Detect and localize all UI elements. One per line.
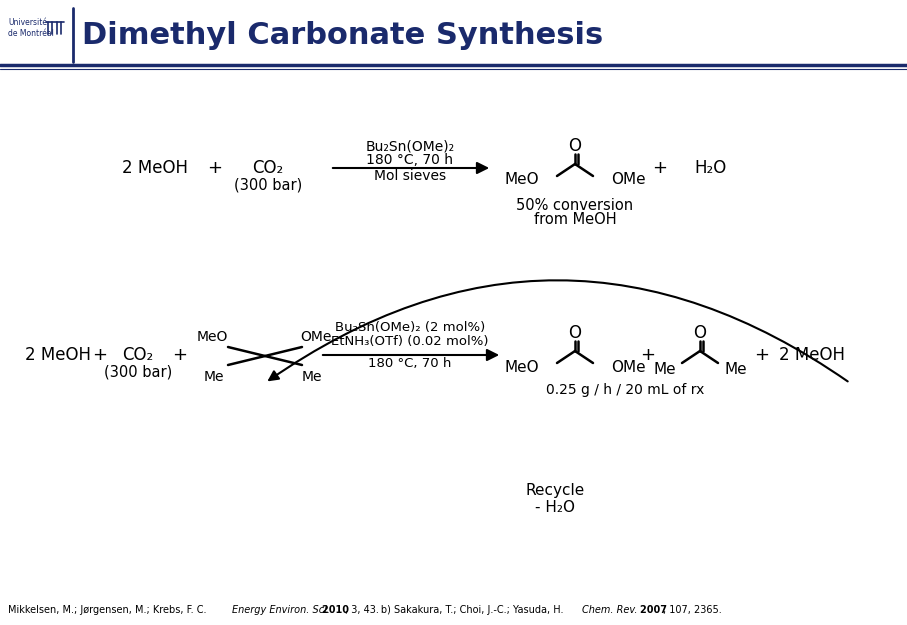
Text: EtNH₃(OTf) (0.02 mol%): EtNH₃(OTf) (0.02 mol%) xyxy=(331,334,489,348)
Text: 2 MeOH: 2 MeOH xyxy=(25,346,91,364)
Text: from MeOH: from MeOH xyxy=(533,213,617,228)
Text: Energy Environ. Sci.: Energy Environ. Sci. xyxy=(232,605,330,615)
Text: 0.25 g / h / 20 mL of rx: 0.25 g / h / 20 mL of rx xyxy=(546,383,704,397)
Text: , 3, 43. b) Sakakura, T.; Choi, J.-C.; Yasuda, H.: , 3, 43. b) Sakakura, T.; Choi, J.-C.; Y… xyxy=(345,605,565,615)
Text: - H₂O: - H₂O xyxy=(535,499,575,514)
Text: 2 MeOH: 2 MeOH xyxy=(779,346,845,364)
Text: O: O xyxy=(569,324,581,342)
Text: Bu₂Sn(OMe)₂ (2 mol%): Bu₂Sn(OMe)₂ (2 mol%) xyxy=(335,321,485,334)
Text: 2007: 2007 xyxy=(638,605,667,615)
Text: Me: Me xyxy=(724,361,746,376)
Text: 180 °C, 70 h: 180 °C, 70 h xyxy=(368,356,452,369)
Text: CO₂: CO₂ xyxy=(122,346,153,364)
Text: Mol sieves: Mol sieves xyxy=(374,169,446,183)
Text: OMe: OMe xyxy=(611,173,646,188)
Text: Recycle: Recycle xyxy=(525,482,585,498)
Text: Dimethyl Carbonate Synthesis: Dimethyl Carbonate Synthesis xyxy=(82,21,603,49)
Text: Bu₂Sn(OMe)₂: Bu₂Sn(OMe)₂ xyxy=(366,139,454,153)
Text: (300 bar): (300 bar) xyxy=(234,177,302,192)
Text: O: O xyxy=(694,324,707,342)
Text: +: + xyxy=(172,346,188,364)
Text: +: + xyxy=(93,346,108,364)
Text: OMe: OMe xyxy=(611,359,646,374)
Text: Chem. Rev.: Chem. Rev. xyxy=(582,605,638,615)
Text: +: + xyxy=(208,159,222,177)
Text: Université
de Montréal: Université de Montréal xyxy=(8,18,54,38)
Text: MeO: MeO xyxy=(504,173,539,188)
Text: , 107, 2365.: , 107, 2365. xyxy=(663,605,722,615)
Text: CO₂: CO₂ xyxy=(252,159,284,177)
Text: H₂O: H₂O xyxy=(694,159,727,177)
FancyArrowPatch shape xyxy=(269,280,848,381)
Text: MeO: MeO xyxy=(504,359,539,374)
Text: +: + xyxy=(640,346,656,364)
Text: Me: Me xyxy=(653,361,676,376)
Text: 2010: 2010 xyxy=(320,605,349,615)
Text: +: + xyxy=(755,346,769,364)
Text: Me: Me xyxy=(302,370,323,384)
Text: 50% conversion: 50% conversion xyxy=(516,199,634,214)
Text: Me: Me xyxy=(203,370,224,384)
Text: 2 MeOH: 2 MeOH xyxy=(122,159,188,177)
Text: +: + xyxy=(652,159,668,177)
Text: MeO: MeO xyxy=(197,330,228,344)
Text: 180 °C, 70 h: 180 °C, 70 h xyxy=(366,153,454,167)
Text: Mikkelsen, M.; Jørgensen, M.; Krebs, F. C.: Mikkelsen, M.; Jørgensen, M.; Krebs, F. … xyxy=(8,605,209,615)
Text: O: O xyxy=(569,137,581,155)
Text: OMe: OMe xyxy=(300,330,331,344)
Text: (300 bar): (300 bar) xyxy=(104,364,172,379)
